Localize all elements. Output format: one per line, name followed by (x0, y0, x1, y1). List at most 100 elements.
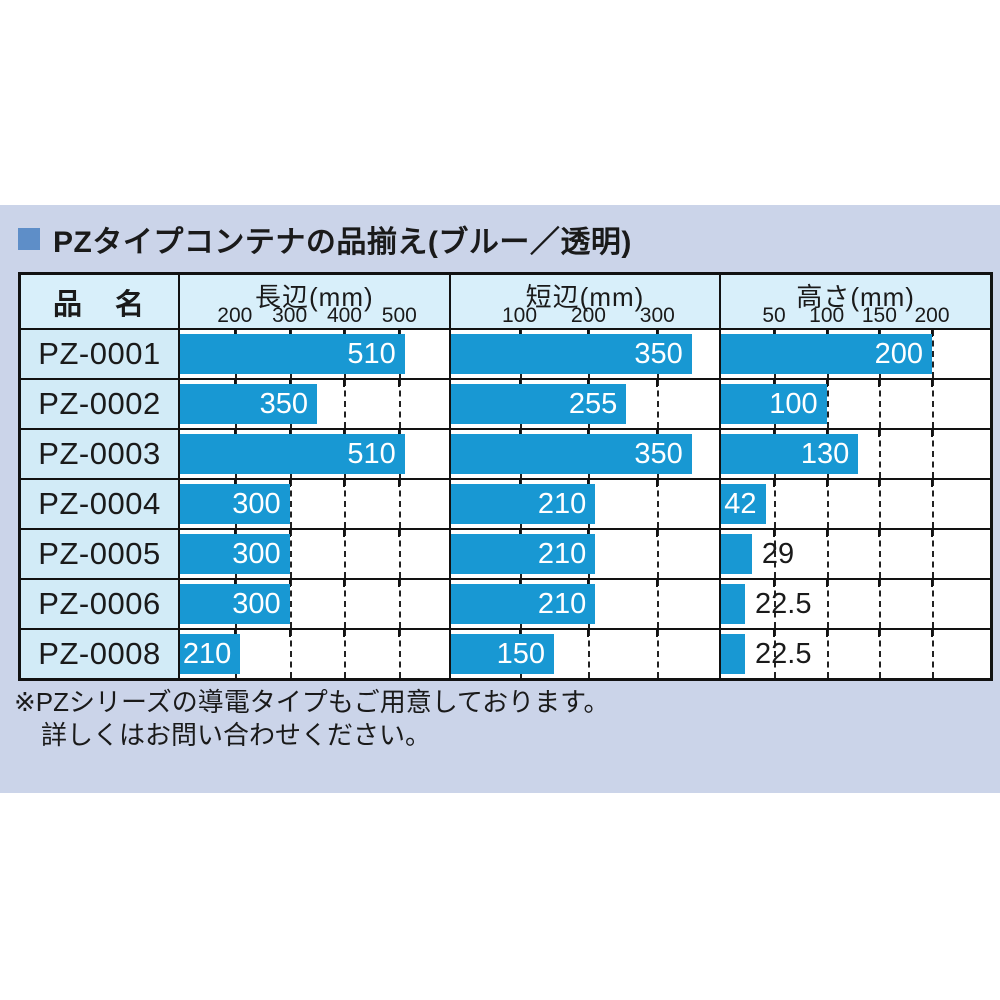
gridline-tick (233, 330, 236, 337)
gridline-tick (773, 430, 775, 437)
gridline-tick (518, 480, 521, 487)
gridline-tick (773, 480, 775, 487)
gridline-tick (773, 530, 775, 537)
axis-tick-label: 300 (639, 304, 675, 327)
gridline-tick (587, 480, 590, 487)
gridline-dashed (399, 580, 402, 628)
gridline-dashed (879, 580, 882, 628)
gridline-tick (398, 630, 401, 637)
table-row: PZ-0001 510 350 200 (21, 330, 990, 378)
axis-tick-label: 100 (809, 304, 845, 327)
value-bar: 510 (180, 434, 405, 474)
gridline-tick (878, 380, 881, 387)
bar-cell: 510 (178, 330, 449, 378)
table-row: PZ-0005 300 210 29 (21, 528, 990, 578)
bar-cell: 350 (448, 430, 720, 478)
gridline-tick (587, 430, 590, 437)
gridline-dashed (657, 630, 660, 678)
gridline-tick (587, 580, 590, 587)
bar-cell: 130 (719, 430, 990, 478)
gridline-tick (398, 580, 401, 587)
product-name-cell: PZ-0002 (21, 380, 178, 428)
gridline-dashed (657, 580, 660, 628)
product-name-cell: PZ-0005 (21, 530, 178, 578)
column-header-product-name: 品 名 (52, 288, 146, 321)
gridline-dashed (588, 630, 591, 678)
gridline-dashed (774, 480, 776, 528)
value-bar (721, 584, 746, 624)
product-name-cell: PZ-0001 (21, 330, 178, 378)
gridline-dashed (289, 630, 292, 678)
gridline-dashed (344, 380, 347, 428)
axis-tick-label: 150 (861, 304, 897, 327)
gridline-tick (343, 580, 346, 587)
gridline-dashed (774, 630, 776, 678)
gridline-dashed (399, 530, 402, 578)
gridline-tick (398, 380, 401, 387)
axis-tick-label: 500 (381, 304, 417, 327)
gridline-dashed (826, 630, 829, 678)
gridline-tick (773, 380, 775, 387)
gridline-tick (656, 630, 659, 637)
bar-cell: 210 (448, 530, 720, 578)
table-row: PZ-0003 510 350 130 (21, 428, 990, 478)
table-row: PZ-0002 350 255 100 (21, 378, 990, 428)
gridline-tick (878, 530, 881, 537)
size-chart-table: 品 名 長辺(mm) 200 300 400 500 短辺(mm) 100 200 300 高さ(… (18, 272, 993, 681)
gridline-tick (233, 580, 236, 587)
value-bar: 150 (450, 634, 554, 674)
product-lineup-panel: PZタイプコンテナの品揃え(ブルー／透明) 品 名 長辺(mm) 200 300 40… (0, 205, 1000, 793)
gridline-tick (825, 630, 828, 637)
bar-cell: 100 (719, 380, 990, 428)
axis-tick-label: 50 (762, 304, 786, 327)
axis-tick-labels: 50 100 150 200 (721, 304, 990, 327)
bar-cell: 210 (448, 480, 720, 528)
axis-tick-label: 200 (914, 304, 950, 327)
gridline-tick (656, 480, 659, 487)
gridline-dashed (879, 480, 882, 528)
gridline-tick (931, 630, 934, 637)
gridline-tick (518, 580, 521, 587)
bar-cell: 255 (448, 380, 720, 428)
value-bar (721, 534, 752, 574)
gridline-tick (343, 430, 346, 437)
section-title: PZタイプコンテナの品揃え(ブルー／透明) (53, 225, 632, 259)
gridline-tick (825, 430, 828, 437)
value-bar: 255 (450, 384, 627, 424)
value-bar: 350 (450, 334, 692, 374)
gridline-tick (587, 380, 590, 387)
gridline-dashed (932, 480, 935, 528)
section-title-row: PZタイプコンテナの品揃え(ブルー／透明) (0, 205, 1000, 272)
value-bar (721, 634, 746, 674)
footnote-line2: 詳しくはお問い合わせください。 (41, 720, 432, 750)
gridline-dashed (289, 530, 292, 578)
gridline-tick (931, 380, 934, 387)
gridline-dashed (879, 430, 882, 478)
bar-cell: 210 (178, 630, 449, 678)
table-row: PZ-0006 300 210 22.5 (21, 578, 990, 628)
product-name-cell: PZ-0008 (21, 630, 178, 678)
gridline-tick (288, 480, 291, 487)
table-header-row: 品 名 長辺(mm) 200 300 400 500 短辺(mm) 100 200 300 高さ(… (21, 275, 990, 330)
product-name-cell: PZ-0003 (21, 430, 178, 478)
gridline-tick (825, 480, 828, 487)
gridline-tick (343, 480, 346, 487)
gridline-tick (233, 480, 236, 487)
bar-cell: 300 (178, 480, 449, 528)
footnote-line1: ※PZシリーズの導電タイプもご用意しております。 (14, 687, 610, 717)
gridline-tick (398, 330, 401, 337)
gridline-dashed (657, 530, 660, 578)
gridline-tick (878, 430, 881, 437)
gridline-tick (773, 580, 775, 587)
gridline-tick (878, 580, 881, 587)
gridline-dashed (879, 530, 882, 578)
value-bar: 510 (180, 334, 405, 374)
gridline-dashed (344, 480, 347, 528)
gridline-tick (343, 380, 346, 387)
value-bar: 42 (721, 484, 766, 524)
value-label-outside: 22.5 (755, 587, 812, 620)
gridline-tick (878, 330, 881, 337)
value-bar: 100 (721, 384, 827, 424)
gridline-dashed (344, 630, 347, 678)
column-header-label: 短辺(mm) (525, 282, 645, 312)
